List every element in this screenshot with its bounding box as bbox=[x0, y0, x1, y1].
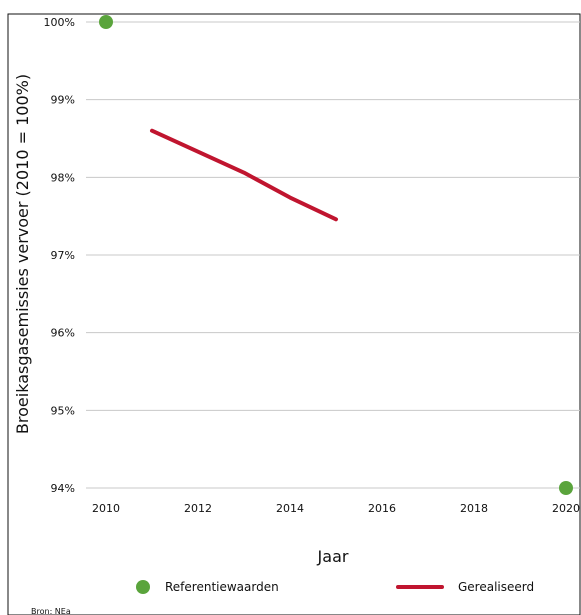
x-axis-title: Jaar bbox=[317, 547, 349, 566]
x-tick-label-2016: 2016 bbox=[368, 502, 396, 515]
chart-frame-border bbox=[7, 13, 581, 615]
chart-source-note: Bron: NEa bbox=[31, 607, 71, 615]
y-tick-label-100pct: 100% bbox=[44, 16, 75, 29]
y-tick-label-96pct: 96% bbox=[51, 327, 75, 340]
y-tick-label-94pct: 94% bbox=[51, 482, 75, 495]
reference-point-2020 bbox=[559, 481, 573, 495]
x-tick-label-2020: 2020 bbox=[552, 502, 580, 515]
x-tick-label-2018: 2018 bbox=[460, 502, 488, 515]
y-tick-label-97pct: 97% bbox=[51, 249, 75, 262]
tick-layer: 100% 99% 98% 97% 96% 95% 94% 2010 2012 2014 2016 20… bbox=[44, 16, 580, 515]
series-layer bbox=[99, 15, 573, 495]
grid-layer bbox=[86, 21, 580, 489]
y-tick-label-95pct: 95% bbox=[51, 404, 75, 417]
chart-legend: Referentiewaarden Gerealiseerd bbox=[136, 580, 534, 594]
y-axis-title: Broeikasgasemissies vervoer (2010 = 100%… bbox=[13, 74, 32, 434]
y-tick-label-98pct: 98% bbox=[51, 171, 75, 184]
legend-gerealiseerd-label: Gerealiseerd bbox=[458, 580, 534, 594]
reference-point-2010 bbox=[99, 15, 113, 29]
legend-referentiewaarden-marker bbox=[136, 580, 150, 594]
y-tick-label-99pct: 99% bbox=[51, 94, 75, 107]
x-tick-label-2014: 2014 bbox=[276, 502, 304, 515]
x-tick-label-2012: 2012 bbox=[184, 502, 212, 515]
legend-referentiewaarden-label: Referentiewaarden bbox=[165, 580, 279, 594]
realized-emissions-line bbox=[150, 128, 338, 222]
x-tick-label-2010: 2010 bbox=[92, 502, 120, 515]
